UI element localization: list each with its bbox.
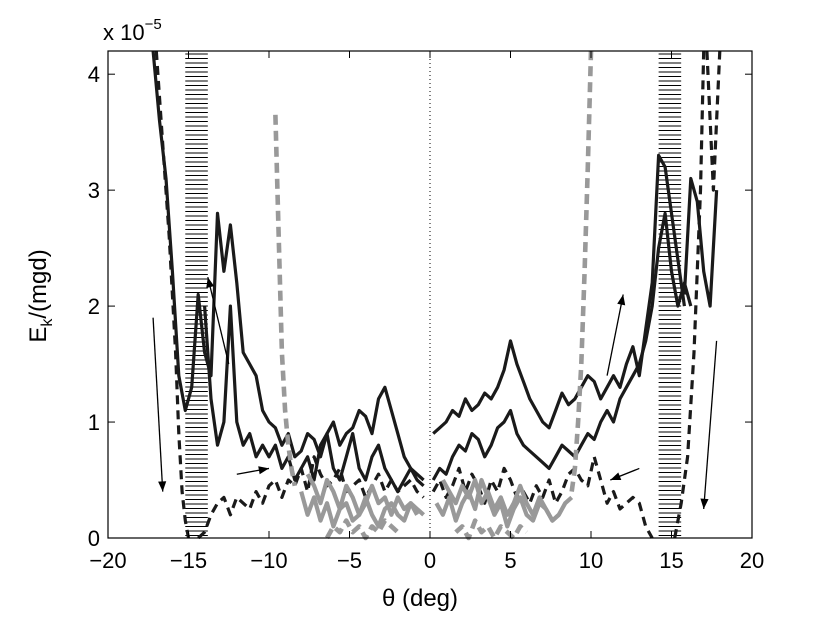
axis-ticks: −20 −15 −10 −5 0 5 10 15 20 0 1 2 3 4 [88,51,764,573]
y-tick-label: 4 [88,62,100,87]
y-axis-label-sub: k [39,318,56,327]
series-line-4 [273,114,298,487]
series-line-0 [151,50,425,482]
series-line-3 [197,455,425,540]
annotation-arrow-1 [152,317,167,492]
x-tick-label: −10 [250,548,287,573]
hatched-bands [185,53,682,536]
y-axis-label: Ek/(mgd) [25,249,56,342]
series-line-2 [154,50,191,539]
series-line-7 [324,518,400,541]
y-tick-label: 1 [88,410,100,435]
series-group [151,50,722,541]
series-line-9 [431,211,693,481]
series-line-17 [705,50,722,192]
hatched-band-0 [185,53,208,536]
x-tick-label: 10 [579,548,603,573]
series-line-16 [454,518,529,541]
hatched-band-1 [658,53,682,536]
annotation-arrows [152,276,718,510]
x-tick-label: −5 [337,548,362,573]
series-line-6 [305,473,419,517]
x-tick-label: 5 [504,548,516,573]
annotation-arrow-3 [606,294,626,376]
y-axis-label-rest: /(mgd) [25,249,52,318]
series-line-8 [432,153,686,435]
x-axis-label: θ (deg) [382,585,458,612]
y-axis-label-main: E [25,327,52,343]
annotation-arrow-2 [236,466,270,475]
series-line-11 [431,455,654,539]
annotation-arrow-0 [206,276,230,365]
x-tick-label: 0 [424,548,436,573]
x-tick-label: 20 [740,548,764,573]
x-tick-label: −20 [89,548,126,573]
x-tick-label: 15 [659,548,683,573]
y-tick-label: 2 [88,294,100,319]
series-line-15 [441,477,561,523]
y-multiplier-base: x 10 [103,20,145,45]
y-multiplier-exp: −5 [145,16,162,33]
series-line-1 [203,304,425,494]
series-line-13 [569,50,594,492]
annotation-arrow-5 [700,340,718,510]
series-line-10 [682,176,719,308]
annotation-arrow-4 [610,467,640,481]
plot-frame [107,50,753,539]
y-multiplier: x 10−5 [103,16,162,45]
y-tick-label: 3 [88,178,100,203]
x-tick-label: −15 [170,548,207,573]
y-tick-label: 0 [88,526,100,551]
